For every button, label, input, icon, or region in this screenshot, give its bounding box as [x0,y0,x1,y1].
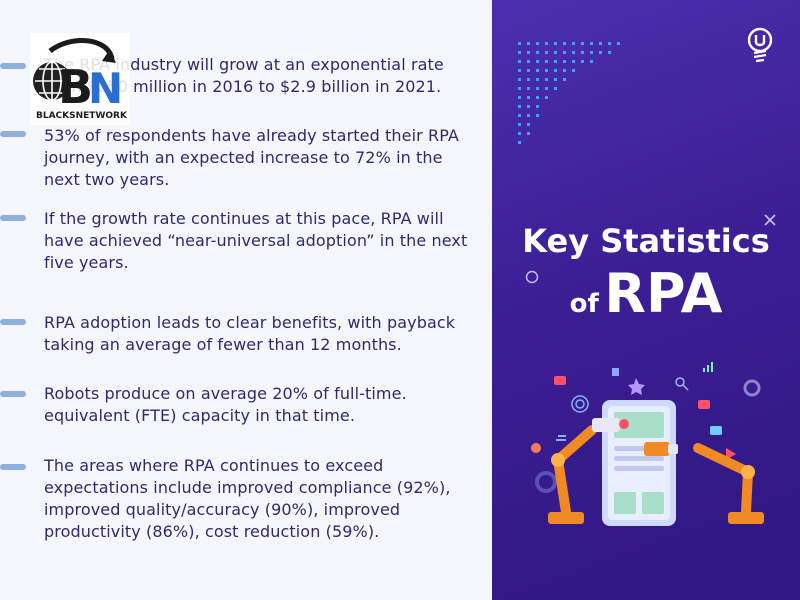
brand-logo-icon [747,27,773,63]
dot-pattern [518,42,620,144]
bullet-dash [0,131,26,137]
circle-icon [525,270,539,284]
play-icon [726,448,736,460]
stats-panel: The RPA industry will grow at an exponen… [0,33,468,541]
stat-item-1: The RPA industry will grow at an exponen… [44,55,444,96]
thumbs-up-icon [710,426,722,435]
svg-text:N: N [88,64,123,113]
bullet-dash [0,464,26,470]
robot-arm-illustration [531,362,764,526]
bullet-dash [0,215,26,221]
blacksnetwork-logo: B N BLACKSNETWORK [30,33,130,125]
logo-text: BLACKSNETWORK [36,111,127,121]
stat-item-5: Robots produce on average 20% of full-ti… [44,384,407,425]
sparkle-icon [764,214,776,226]
stat-item-4: RPA adoption leads to clear benefits, wi… [44,313,456,354]
bullet-dash [0,391,26,397]
gear-icon [743,379,761,397]
title-key-statistics: Key Statistics [522,222,770,260]
svg-text:B: B [58,60,93,114]
bullet-dash [0,319,26,325]
stat-item-3: If the growth rate continues at this pac… [44,209,468,272]
gear-icon [535,471,557,493]
stat-item-6: The areas where RPA continues to exceed … [44,456,451,541]
title-panel: Key Statistics of RPA [492,0,800,600]
title-of-rpa: of RPA [492,262,800,325]
bullet-dash [0,63,26,69]
stat-item-2: 53% of respondents have already started … [44,126,459,189]
title-of: of [569,289,599,319]
title-rpa: RPA [604,262,723,325]
